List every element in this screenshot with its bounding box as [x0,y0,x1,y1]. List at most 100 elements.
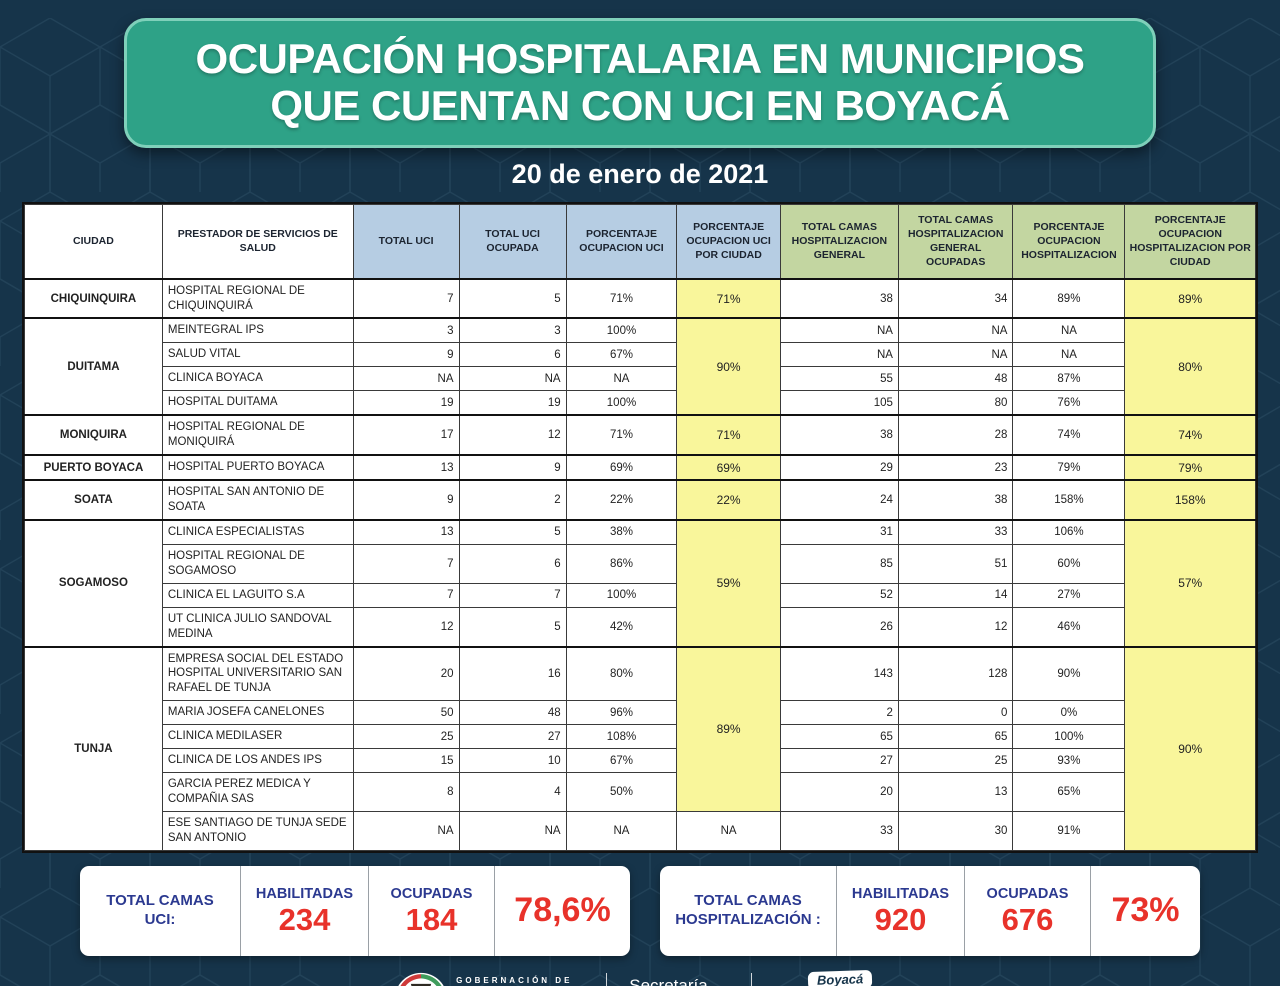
total-uci-summary-box: TOTAL CAMAS UCI: HABILITADAS 234 OCUPADA… [80,865,630,956]
uci-city-pct-na-cell: NA [676,811,781,851]
uci-ocupada-cell: 2 [458,479,567,521]
uci-total-cell: 25 [352,724,460,750]
footer-divider-1 [606,972,608,986]
uci-total-cell: 12 [352,606,460,648]
camas-total-cell: 33 [779,811,899,851]
provider-cell: CLINICA BOYACA [161,366,354,392]
uci-total-cell: 7 [352,277,460,319]
hosp-city-pct-cell: 74% [1124,414,1256,456]
uci-pct-cell: 108% [565,724,678,750]
camas-ocupadas-cell: 33 [897,518,1014,545]
uci-ocupadas-segment: OCUPADAS 184 [368,865,494,956]
table-row: MONIQUIRA HOSPITAL REGIONAL DE MONIQUIRÁ 1… [24,414,1256,456]
uci-ocupada-cell: 3 [458,317,567,344]
camas-total-cell: NA [779,342,899,368]
provider-cell: GARCIA PEREZ MEDICA Y COMPAÑIA SAS [161,772,354,812]
uci-pct-cell: 69% [565,454,678,481]
hosp-city-pct-cell: 79% [1124,454,1256,481]
gobernacion-logo: GOBERNACIÓN DE Boyacá [394,972,584,986]
uci-pct-cell: 67% [565,342,678,368]
totals-summary-row: TOTAL CAMAS UCI: HABILITADAS 234 OCUPADA… [80,865,1200,956]
camas-ocupadas-cell: 28 [897,414,1014,456]
table-row: SALUD VITAL 9 6 67% NA NA NA [25,342,1256,368]
provider-cell: ESE SANTIAGO DE TUNJA SEDE SAN ANTONIO [161,811,354,851]
uci-pct-cell: 71% [565,414,678,456]
hosp-title-line1: TOTAL CAMAS [694,892,802,910]
uci-ocupada-cell: NA [458,811,567,851]
uci-city-pct-cell: 59% [676,518,781,647]
uci-total-cell: 15 [352,748,460,774]
uci-pct-cell: 42% [565,606,678,648]
camas-ocupadas-cell: 65 [897,724,1014,750]
uci-pct-cell: 38% [565,518,678,545]
column-header-4: PORCENTAJE OCUPACION UCI [565,204,678,280]
camas-ocupadas-cell: 23 [897,454,1014,481]
city-cell: SOATA [24,479,163,521]
hosp-pct-cell: NA [1012,317,1126,344]
uci-pct-cell: 80% [565,645,678,702]
hosp-pct-cell: 89% [1012,277,1126,319]
column-header-3: TOTAL UCI OCUPADA [458,204,567,280]
uci-ocupada-cell: 12 [458,414,567,456]
uci-ocupada-cell: 5 [458,518,567,545]
provider-cell: SALUD VITAL [161,342,354,368]
camas-total-cell: NA [779,317,899,344]
hosp-habilitadas-label: HABILITADAS [851,886,950,903]
column-header-0: CIUDAD [24,204,163,280]
camas-ocupadas-cell: NA [897,317,1014,344]
camas-ocupadas-cell: 14 [897,582,1014,608]
table-row: DUITAMA MEINTEGRAL IPS 3 3 100% 90% NA NA NA 80% [24,317,1256,416]
hosp-ocupadas-label: OCUPADAS [986,886,1069,903]
uci-ocupadas-label: OCUPADAS [390,886,473,903]
avanza-speech-bubble: Boyacá [807,969,873,986]
title-line-2: QUE CUENTAN CON UCI EN BOYACÁ [270,82,1010,130]
hosp-pct-cell: 158% [1012,479,1126,521]
hosp-city-pct-cell: 80% [1124,317,1256,416]
report-date: 20 de enero de 2021 [511,159,769,190]
uci-ocupadas-value: 184 [405,902,458,938]
table-row: SOGAMOSO CLINICA ESPECIALISTAS 13 5 38% 59% 31… [24,518,1256,647]
title-line-1: OCUPACIÓN HOSPITALARIA EN MUNICIPIOS [195,35,1085,82]
camas-total-cell: 27 [779,748,899,774]
provider-cell: HOSPITAL DUITAMA [161,390,354,416]
hosp-pct-cell: 100% [1012,724,1126,750]
hosp-pct-cell: 65% [1012,772,1126,812]
hosp-city-pct-cell: 158% [1124,479,1256,521]
camas-total-cell: 105 [779,390,899,416]
hosp-percentage-value: 73% [1111,891,1180,930]
camas-total-cell: 24 [779,479,899,521]
table-header-row: CIUDAD PRESTADOR DE SERVICIOS DE SALUD TOT… [24,204,1256,280]
uci-ocupada-cell: 7 [458,582,567,608]
column-header-5: PORCENTAJE OCUPACION UCI POR CIUDAD [676,204,781,280]
occupancy-table: CIUDAD PRESTADOR DE SERVICIOS DE SALUD TOT… [24,204,1256,851]
camas-total-cell: 85 [779,543,899,584]
hosp-percentage-segment: 73% [1090,865,1200,956]
hosp-ocupadas-segment: OCUPADAS 676 [964,865,1090,956]
uci-total-cell: 13 [352,454,460,481]
camas-ocupadas-cell: 25 [897,748,1014,774]
uci-city-pct-cell: 90% [676,317,781,416]
camas-ocupadas-cell: 128 [897,645,1014,702]
uci-ocupada-cell: 5 [458,277,567,319]
camas-ocupadas-cell: 38 [897,479,1014,521]
hosp-pct-cell: 91% [1012,811,1126,851]
uci-pct-cell: 100% [565,390,678,416]
hosp-city-pct-cell: 57% [1124,518,1256,647]
hosp-city-pct-cell: 89% [1124,277,1256,319]
uci-pct-cell: 22% [565,479,678,521]
hosp-pct-cell: NA [1012,342,1126,368]
hosp-title-line2: HOSPITALIZACIÓN : [675,910,821,928]
column-header-9: PORCENTAJE OCUPACION HOSPITALIZACION POR… [1124,204,1256,280]
column-header-1: PRESTADOR DE SERVICIOS DE SALUD [161,204,354,280]
uci-total-cell: 7 [352,582,460,608]
column-header-8: PORCENTAJE OCUPACION HOSPITALIZACION [1012,204,1126,280]
hosp-pct-cell: 87% [1012,366,1126,392]
hosp-pct-cell: 0% [1012,700,1126,726]
camas-total-cell: 26 [779,606,899,648]
camas-total-cell: 31 [779,518,899,545]
secretaria-label: Secretaría [629,976,708,986]
camas-ocupadas-cell: 80 [897,390,1014,416]
uci-ocupada-cell: 4 [458,772,567,812]
footer-divider-2 [751,972,753,986]
provider-cell: HOSPITAL REGIONAL DE SOGAMOSO [161,543,354,584]
